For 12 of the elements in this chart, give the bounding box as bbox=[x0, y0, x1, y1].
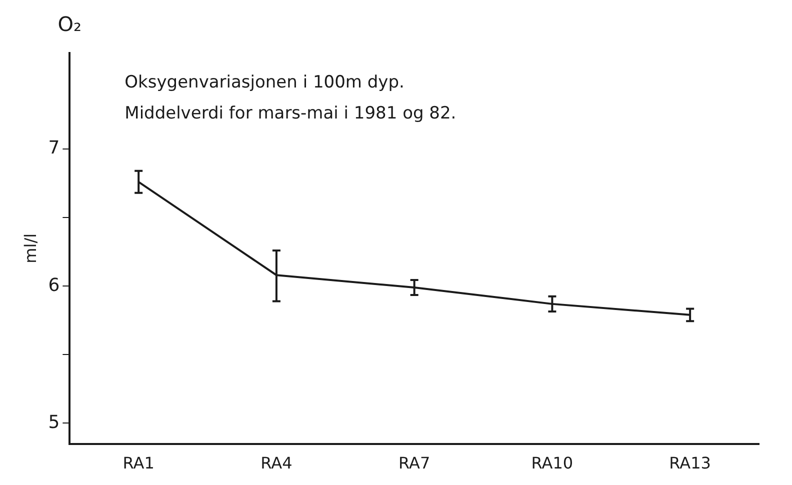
text: Oksygenvariasjonen i 100m dyp. bbox=[124, 72, 404, 92]
x-tick-label: RA1 bbox=[122, 454, 154, 473]
y-tick-label: 6 bbox=[48, 274, 60, 296]
y-tick-label: 5 bbox=[48, 412, 60, 433]
y-tick-label: 7 bbox=[48, 138, 60, 159]
x-tick-label: RA4 bbox=[260, 454, 292, 473]
x-tick-label: RA7 bbox=[398, 454, 430, 473]
y-axis-title: ml/l bbox=[20, 233, 40, 264]
text: O₂ bbox=[58, 12, 82, 36]
x-tick-label: RA10 bbox=[531, 454, 574, 473]
text: Middelverdi for mars-mai i 1981 og 82. bbox=[124, 103, 456, 124]
x-tick-label: RA13 bbox=[669, 454, 711, 473]
